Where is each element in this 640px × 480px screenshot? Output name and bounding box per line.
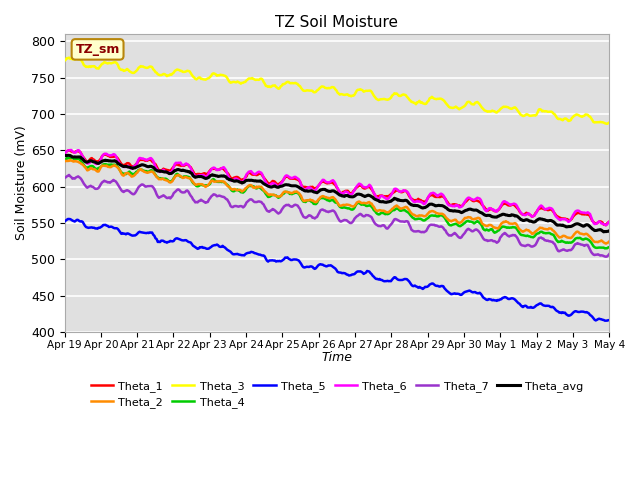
Theta_6	[605, 219, 613, 225]
Theta_6	[462, 197, 470, 203]
Theta_4	[462, 219, 470, 225]
Title: TZ Soil Moisture: TZ Soil Moisture	[275, 15, 399, 30]
Theta_avg	[61, 153, 68, 158]
Line: Theta_3: Theta_3	[65, 58, 609, 124]
Theta_7	[231, 203, 239, 209]
Theta_1	[393, 188, 401, 193]
Theta_1	[602, 222, 610, 228]
Theta_4	[605, 244, 613, 250]
Theta_1	[65, 147, 73, 153]
Theta_3	[557, 116, 564, 122]
Theta_2	[231, 186, 239, 192]
Theta_6	[292, 174, 300, 180]
Theta_1	[231, 174, 239, 180]
Theta_5	[462, 289, 470, 295]
Theta_5	[393, 276, 401, 282]
Theta_3	[61, 58, 68, 64]
Line: Theta_6: Theta_6	[65, 150, 609, 225]
Theta_avg	[64, 153, 72, 158]
Theta_6	[557, 217, 564, 223]
Theta_3	[367, 88, 374, 94]
Text: TZ_sm: TZ_sm	[76, 43, 120, 56]
Line: Theta_5: Theta_5	[65, 219, 609, 321]
Theta_4	[557, 239, 564, 245]
Theta_2	[61, 158, 68, 164]
Theta_3	[604, 121, 611, 127]
Theta_3	[605, 120, 613, 125]
Theta_2	[393, 203, 401, 208]
Theta_1	[367, 185, 374, 191]
Theta_7	[393, 216, 401, 222]
Theta_6	[61, 152, 68, 157]
Theta_4	[67, 155, 75, 161]
Theta_avg	[557, 222, 564, 228]
Theta_2	[67, 157, 74, 163]
Legend: Theta_1, Theta_2, Theta_3, Theta_4, Theta_5, Theta_6, Theta_7, Theta_avg: Theta_1, Theta_2, Theta_3, Theta_4, Thet…	[86, 376, 588, 412]
Theta_3	[292, 80, 300, 86]
Theta_4	[393, 205, 401, 211]
Theta_5	[231, 251, 239, 257]
Theta_5	[602, 318, 610, 324]
Theta_7	[462, 228, 470, 234]
Theta_7	[61, 175, 68, 181]
Line: Theta_1: Theta_1	[65, 150, 609, 225]
Theta_6	[393, 186, 401, 192]
X-axis label: Time: Time	[321, 351, 353, 364]
Theta_1	[292, 176, 300, 182]
Theta_2	[605, 239, 613, 244]
Theta_4	[367, 202, 374, 208]
Line: Theta_2: Theta_2	[65, 160, 609, 243]
Theta_4	[601, 246, 609, 252]
Theta_1	[557, 215, 564, 221]
Theta_5	[557, 310, 564, 315]
Theta_2	[292, 189, 300, 195]
Theta_3	[231, 79, 239, 85]
Line: Theta_4: Theta_4	[65, 158, 609, 249]
Theta_2	[557, 234, 564, 240]
Theta_1	[605, 219, 613, 225]
Theta_6	[602, 222, 610, 228]
Line: Theta_avg: Theta_avg	[65, 156, 609, 232]
Theta_3	[462, 101, 470, 107]
Theta_avg	[292, 183, 300, 189]
Theta_2	[462, 215, 470, 221]
Theta_7	[367, 214, 374, 219]
Theta_5	[292, 257, 300, 263]
Theta_avg	[231, 178, 239, 184]
Theta_avg	[462, 207, 470, 213]
Theta_2	[367, 201, 374, 206]
Theta_3	[65, 55, 73, 60]
Theta_avg	[393, 196, 401, 202]
Theta_5	[64, 216, 72, 222]
Theta_7	[292, 202, 300, 208]
Theta_1	[61, 149, 68, 155]
Theta_7	[557, 248, 564, 253]
Theta_6	[231, 176, 239, 181]
Theta_7	[65, 172, 73, 178]
Theta_avg	[600, 229, 607, 235]
Line: Theta_7: Theta_7	[65, 175, 609, 257]
Theta_4	[61, 157, 68, 163]
Theta_6	[67, 147, 75, 153]
Theta_5	[605, 317, 613, 323]
Theta_avg	[367, 193, 374, 199]
Theta_3	[393, 91, 401, 96]
Theta_7	[605, 251, 613, 257]
Theta_5	[367, 270, 374, 276]
Theta_avg	[605, 228, 613, 234]
Theta_6	[367, 183, 374, 189]
Theta_5	[61, 219, 68, 225]
Theta_4	[231, 187, 239, 193]
Theta_4	[292, 190, 300, 195]
Y-axis label: Soil Moisture (mV): Soil Moisture (mV)	[15, 126, 28, 240]
Theta_2	[602, 240, 610, 246]
Theta_1	[462, 199, 470, 204]
Theta_7	[602, 254, 610, 260]
